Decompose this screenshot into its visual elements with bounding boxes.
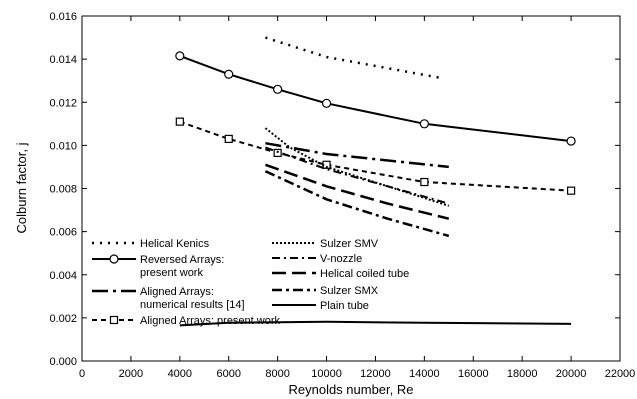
series-reversed-arrays-present-work <box>175 51 576 146</box>
legend-item: Helical coiled tube <box>272 268 409 280</box>
legend-label: Sulzer SMV <box>320 238 379 250</box>
legend-item: Sulzer SMX <box>272 285 379 297</box>
x-tick-label: 16000 <box>458 368 489 380</box>
square-marker <box>175 117 184 126</box>
series-plain-tube <box>179 320 572 327</box>
series-helical-coiled-tube <box>264 163 450 220</box>
x-tick-label: 4000 <box>168 368 192 380</box>
legend-label-line2: numerical results [14] <box>140 299 245 311</box>
legend-label: Helical coiled tube <box>320 268 409 280</box>
y-tick-label: 0.014 <box>49 54 77 66</box>
x-tick-label: 10000 <box>311 368 342 380</box>
legend-item: Plain tube <box>272 300 369 312</box>
series-line <box>265 141 449 169</box>
circle-marker <box>321 98 332 108</box>
square-marker <box>273 148 282 158</box>
legend-label: Helical Kenics <box>140 238 210 250</box>
square-marker <box>420 177 429 187</box>
x-tick-label: 14000 <box>409 368 440 380</box>
y-axis-title: Colburn factor, j <box>14 142 29 233</box>
series-line <box>265 36 445 80</box>
x-tick-label: 8000 <box>265 368 289 380</box>
y-tick-label: 0.008 <box>49 184 77 196</box>
axis-ticks: 0 2000 4000 6000 8000 10000 12000 14000 16000 180… <box>49 11 635 380</box>
circle-marker <box>109 254 119 264</box>
x-tick-label: 6000 <box>216 368 240 380</box>
series-v-nozzle <box>265 146 450 205</box>
y-tick-label: 0.010 <box>49 140 77 152</box>
y-tick-label: 0.004 <box>49 270 77 282</box>
square-marker <box>566 186 576 195</box>
x-tick-label: 22000 <box>605 368 636 380</box>
legend-label-line2: present work <box>140 267 203 279</box>
legend-item: Helical Kenics <box>92 238 210 250</box>
legend-item: Aligned Arrays:numerical results [14] <box>92 286 245 311</box>
legend-label: Reversed Arrays: <box>140 254 224 266</box>
series-line <box>264 170 450 238</box>
series-line <box>179 120 572 192</box>
series-line <box>265 146 450 205</box>
circle-marker <box>273 84 283 94</box>
circle-marker <box>224 69 234 79</box>
series-layer <box>175 36 576 327</box>
y-tick-label: 0.016 <box>49 11 77 23</box>
legend-item: V-nozzle <box>272 253 362 265</box>
legend-label: Aligned Arrays: present work <box>140 315 281 327</box>
series-aligned-arrays-numerical-results-14 <box>265 141 449 169</box>
y-tick-label: 0.012 <box>49 97 77 109</box>
series-line <box>179 320 572 327</box>
series-sulzer-smv <box>264 127 450 207</box>
legend-label: Sulzer SMX <box>320 285 379 297</box>
square-marker <box>224 134 233 144</box>
square-marker <box>109 315 119 325</box>
x-axis-title: Reynolds number, Re <box>288 382 413 397</box>
legend-item: Aligned Arrays: present work <box>92 315 281 327</box>
series-helical-kenics <box>265 36 445 80</box>
circle-marker <box>175 51 185 61</box>
x-tick-label: 18000 <box>507 368 538 380</box>
series-aligned-arrays-present-work <box>175 117 576 195</box>
series-line <box>179 54 572 143</box>
circle-marker <box>419 119 429 129</box>
series-line <box>264 127 450 207</box>
legend-item: Sulzer SMV <box>272 238 379 250</box>
y-tick-label: 0.000 <box>49 356 77 368</box>
series-sulzer-smx <box>264 170 450 238</box>
x-tick-label: 0 <box>79 368 85 380</box>
y-tick-label: 0.002 <box>49 313 77 325</box>
y-tick-label: 0.006 <box>49 227 77 239</box>
series-line <box>264 163 450 220</box>
legend: Helical Kenics Reversed Arrays:present wo… <box>92 238 409 327</box>
x-tick-label: 12000 <box>360 368 391 380</box>
x-tick-label: 2000 <box>119 368 143 380</box>
circle-marker <box>566 136 576 146</box>
x-tick-label: 20000 <box>556 368 587 380</box>
legend-item: Reversed Arrays:present work <box>92 254 224 279</box>
legend-label: Aligned Arrays: <box>140 286 214 298</box>
legend-label: Plain tube <box>320 300 369 312</box>
legend-label: V-nozzle <box>320 253 362 265</box>
